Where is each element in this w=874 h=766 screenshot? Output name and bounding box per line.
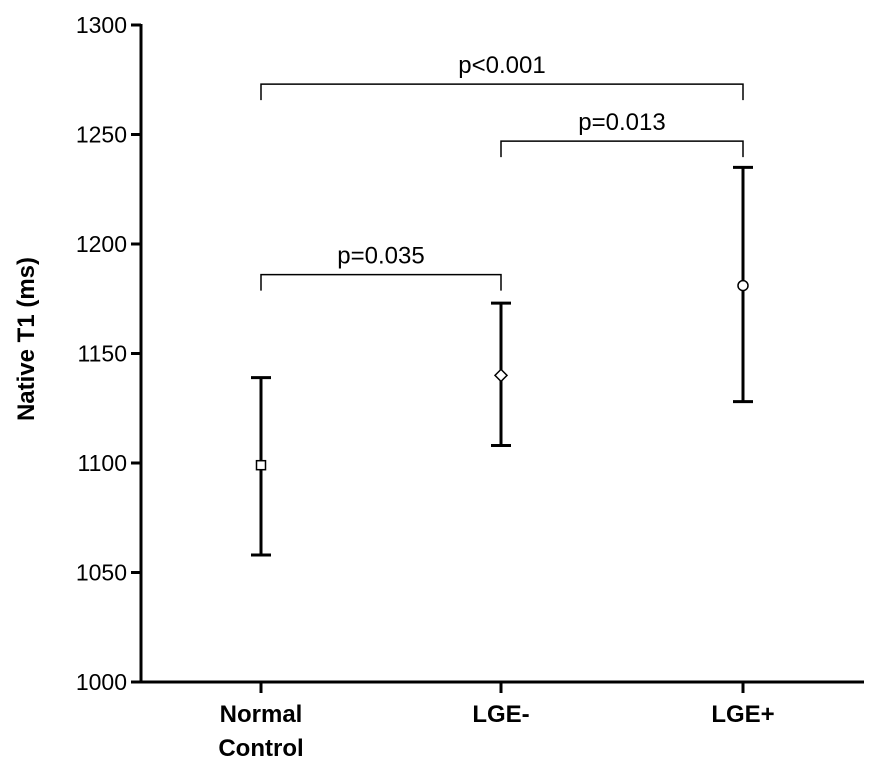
x-categories: Normal Control LGE- LGE+ [218,682,775,762]
p-value-label: p<0.001 [458,52,545,79]
comparison-brackets: p=0.035 p=0.013 p<0.001 [260,52,744,291]
y-axis-title: Native T1 (ms) [13,257,40,421]
y-tick-label: 1250 [76,122,127,148]
comparison-bracket [260,273,502,291]
y-tick-label: 1150 [78,341,127,367]
data-points [255,279,749,471]
x-category-label: Control [218,735,303,762]
mean-marker-diamond [493,368,509,383]
x-category-label: LGE- [472,701,529,728]
comparison-bracket [500,140,744,158]
mean-marker-square [255,459,267,471]
x-category-label: LGE+ [711,701,774,728]
y-ticks: 1000 1050 1100 1150 1200 1250 1300 [76,12,141,695]
p-value-label: p=0.013 [578,109,665,136]
mean-marker-circle [737,279,749,292]
y-tick-label: 1300 [76,12,127,38]
x-category-label: Normal [220,701,303,728]
y-tick-label: 1050 [76,560,127,586]
p-value-label: p=0.035 [337,243,424,270]
y-tick-label: 1100 [78,450,127,476]
comparison-bracket [260,83,744,101]
y-tick-label: 1000 [76,669,127,695]
error-bars [251,165,753,557]
y-tick-label: 1200 [76,231,127,257]
